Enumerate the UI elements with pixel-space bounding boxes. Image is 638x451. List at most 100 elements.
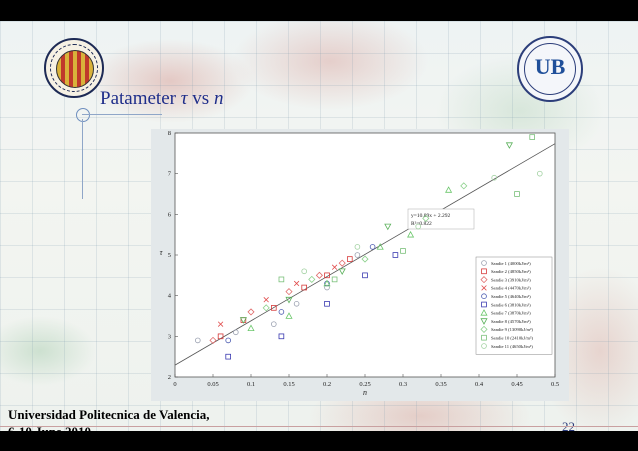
x-tick-label: 0.2 (323, 381, 331, 388)
data-point (324, 300, 330, 307)
data-point (315, 271, 323, 279)
footer-line-2: 6-10 June 2010 (8, 423, 210, 431)
legend-marker (481, 260, 487, 266)
fit-equation: y=10.89x + 2.292 (411, 213, 450, 219)
data-point (285, 312, 293, 319)
x-tick-label: 0.1 (247, 381, 255, 388)
y-tick-label: 8 (168, 130, 171, 137)
title-vertical-line (82, 119, 83, 199)
x-tick-label: 0 (173, 381, 176, 388)
legend-label: Sandie 11 (4650kJ/m³) (491, 344, 533, 349)
data-point (376, 243, 384, 250)
data-point (407, 230, 415, 238)
legend-label: Sandie 1 (4000kJ/m³) (491, 261, 531, 266)
upv-seal-logo (44, 38, 104, 98)
legend-label: Sandie 9 (13090kJ/m³) (491, 327, 533, 332)
data-point (285, 296, 293, 304)
legend-marker (481, 334, 487, 341)
data-point (293, 280, 300, 287)
data-point (422, 214, 430, 222)
data-point (225, 353, 232, 360)
legend-label: Sandie 2 (4850kJ/m³) (491, 269, 531, 274)
y-tick-label: 4 (168, 293, 172, 300)
x-tick-label: 0.3 (399, 381, 407, 388)
data-point (331, 276, 338, 283)
data-point (400, 248, 406, 254)
data-point (354, 244, 361, 250)
x-tick-label: 0.05 (207, 381, 218, 388)
data-point (278, 333, 285, 340)
data-point (346, 256, 353, 262)
data-point (415, 223, 422, 230)
data-point (361, 255, 369, 263)
page-number: 22 (562, 419, 575, 431)
data-point (505, 142, 513, 149)
legend-label: Sandie 7 (3870kJ/m³) (491, 311, 531, 316)
y-tick-label: 3 (168, 333, 171, 340)
legend-marker (481, 301, 487, 308)
data-point (536, 170, 543, 177)
data-point (491, 174, 498, 181)
legend-marker (481, 285, 487, 291)
title-tau: τ (180, 88, 188, 109)
legend-box (475, 256, 553, 355)
data-point (247, 308, 255, 316)
data-point (217, 321, 224, 327)
data-point (233, 329, 239, 336)
data-point (285, 288, 293, 296)
y-tick-label: 5 (168, 252, 171, 259)
data-point (239, 317, 247, 324)
data-point (271, 305, 277, 311)
legend-marker (480, 276, 488, 284)
slide-title: Patameter τ vs n (100, 88, 223, 110)
data-point (217, 333, 224, 340)
data-point (529, 134, 535, 140)
data-point (445, 186, 453, 193)
chart-container: 0 0.05 0.1 0.15 0.2 0.25 0.3 0.35 0.4 0.45 0.5 2 3 4 5… (151, 129, 569, 401)
data-point (338, 259, 346, 267)
fit-r2: R²=0.822 (411, 221, 432, 227)
data-point (460, 182, 468, 190)
x-tick-label: 0.4 (475, 381, 484, 388)
bottom-rule (0, 426, 638, 427)
scatter-chart: 0 0.05 0.1 0.15 0.2 0.25 0.3 0.35 0.4 0.45 0.5 2 3 4 5… (160, 130, 560, 397)
x-tick-label: 0.15 (283, 381, 294, 388)
title-n: n (213, 88, 224, 109)
x-tick-label: 0.45 (511, 381, 522, 388)
y-tick-label: 7 (168, 171, 172, 178)
legend-label: Sandie 6 (3810kJ/m³) (491, 302, 531, 307)
footer-line-1: Universidad Politecnica de Valencia, (8, 407, 210, 422)
data-point (194, 337, 201, 344)
legend-label: Sandie 10 (2410kJ/m³) (491, 336, 533, 341)
legend-marker (480, 318, 488, 325)
footer-affiliation: Universidad Politecnica de Valencia, 6-1… (8, 406, 210, 431)
y-axis-label: τ (160, 248, 164, 257)
legend-label: Sandie 8 (4570kJ/m³) (491, 319, 531, 324)
data-point (247, 324, 255, 332)
data-point (271, 321, 277, 327)
legend-marker (480, 325, 488, 333)
x-axis-label: n (363, 388, 367, 397)
data-point (262, 304, 270, 312)
title-bullet-circle (76, 108, 90, 122)
legend-marker (481, 343, 487, 349)
legend-marker (480, 309, 488, 316)
data-point (323, 279, 331, 287)
fit-annotation-box (407, 208, 475, 230)
data-point (278, 309, 285, 315)
data-point (293, 301, 300, 307)
x-tick-label: 0.5 (551, 381, 559, 388)
seal-ring (50, 44, 98, 92)
data-point (263, 297, 269, 303)
legend-label: Sandie 4 (4470kJ/m³) (491, 286, 531, 291)
y-tick-label: 2 (168, 374, 171, 381)
legend-label: Sandie 3 (3910kJ/m³) (491, 277, 531, 282)
data-point (324, 284, 330, 291)
data-point (301, 268, 308, 275)
title-vs: vs (187, 88, 214, 109)
fit-line (174, 143, 556, 366)
title-underline (82, 114, 162, 115)
data-point (308, 275, 316, 283)
data-point (384, 223, 392, 231)
university-bari-logo: UB (517, 36, 583, 102)
